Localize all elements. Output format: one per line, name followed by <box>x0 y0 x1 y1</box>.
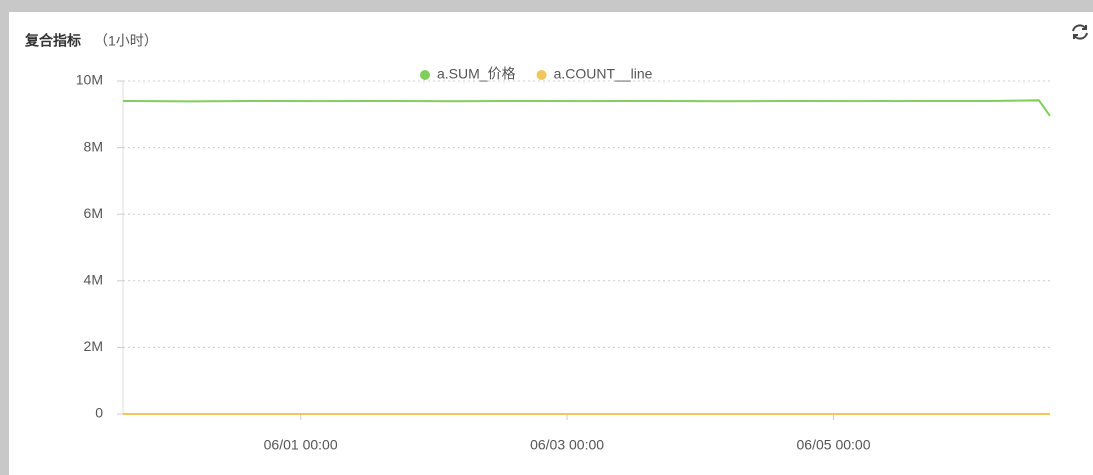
legend-marker <box>420 70 430 80</box>
x-tick-label: 06/03 00:00 <box>530 437 604 453</box>
legend-label: a.SUM_价格 <box>437 66 516 82</box>
x-tick-label: 06/05 00:00 <box>797 437 871 453</box>
left-border <box>0 0 9 475</box>
y-tick-label: 0 <box>95 405 103 421</box>
chart-title: 复合指标 <box>24 33 81 49</box>
top-border <box>0 0 1093 12</box>
legend-label: a.COUNT__line <box>554 66 653 82</box>
refresh-icon[interactable] <box>1072 24 1088 40</box>
y-tick-label: 6M <box>84 205 103 221</box>
y-tick-label: 8M <box>84 138 103 154</box>
legend-marker <box>536 70 547 80</box>
y-tick-label: 10M <box>76 72 103 88</box>
y-tick-label: 2M <box>84 338 103 354</box>
series-line <box>122 99 1051 117</box>
refresh-arrow <box>1082 25 1087 30</box>
refresh-arrow <box>1073 34 1078 39</box>
y-tick-label: 4M <box>84 272 103 288</box>
chart-subtitle: （1小时） <box>94 33 158 49</box>
x-tick-label: 06/01 00:00 <box>264 437 338 453</box>
